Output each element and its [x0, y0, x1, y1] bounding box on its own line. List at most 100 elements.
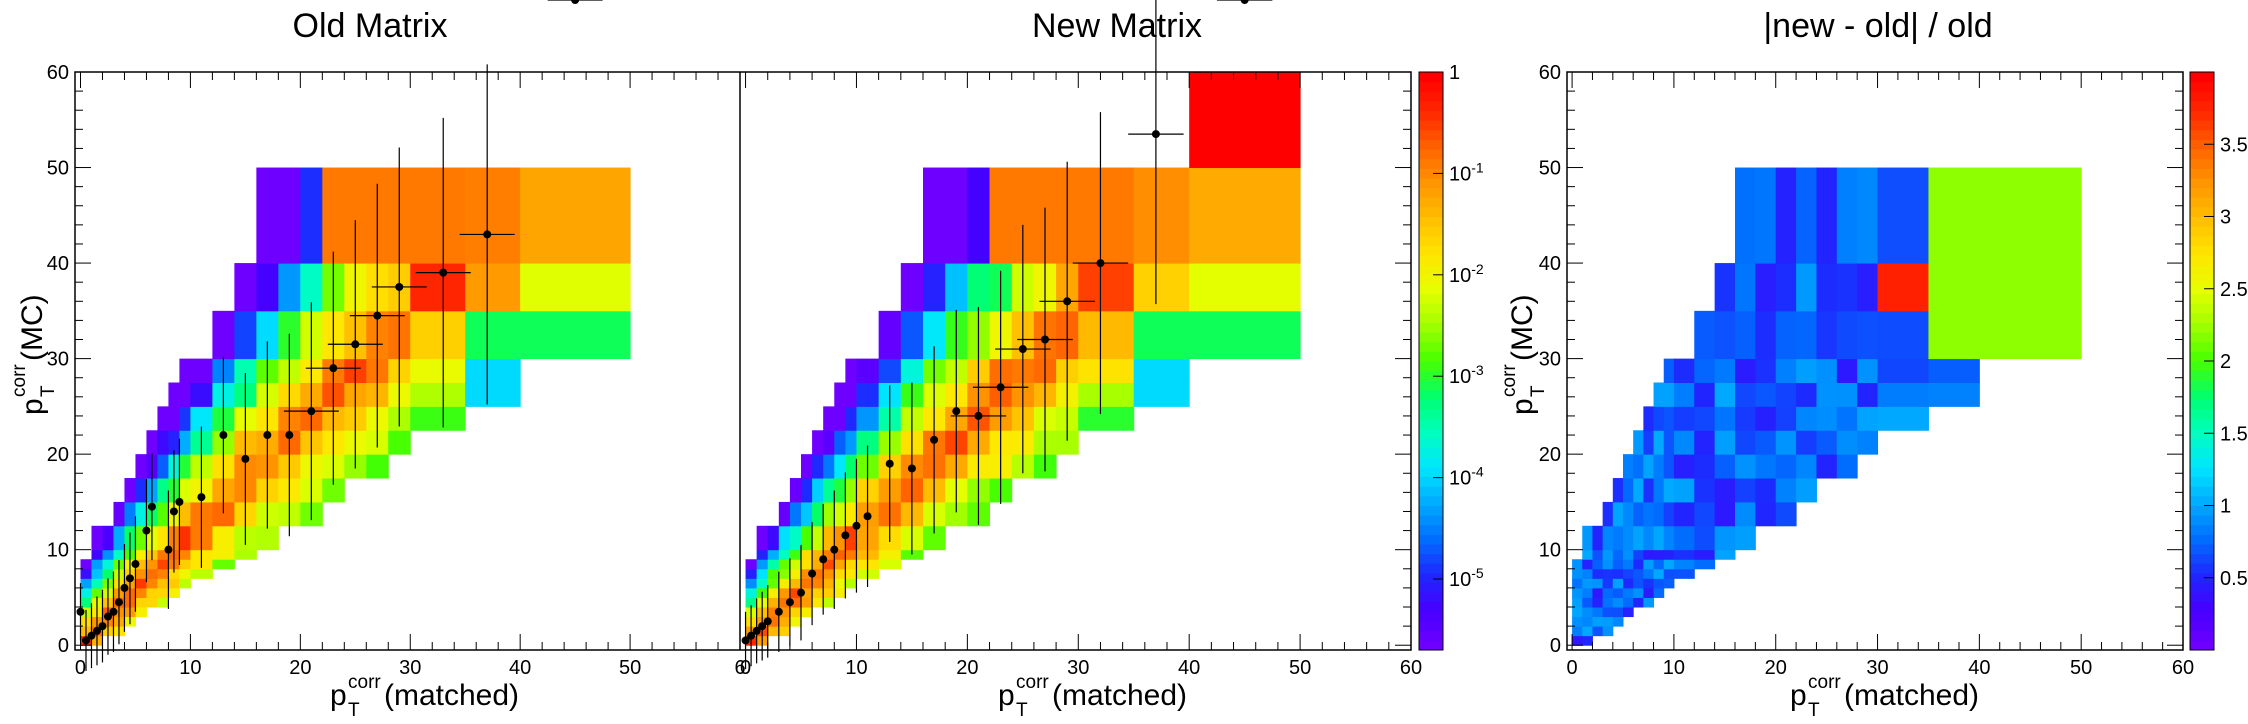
- colorbar-band: [1419, 630, 1443, 641]
- heatmap-cell: [1755, 406, 1777, 431]
- heatmap-cell: [1755, 501, 1777, 527]
- heatmap-cell: [1673, 501, 1695, 527]
- colorbar-band: [2190, 418, 2214, 429]
- heatmap-cell: [1796, 382, 1817, 407]
- heatmap-cell: [1653, 406, 1665, 431]
- profile-point: [841, 531, 850, 540]
- colorbar-band: [2190, 91, 2214, 102]
- heatmap-cell: [1735, 263, 1756, 312]
- heatmap-cell: [1582, 587, 1593, 598]
- heatmap-cell: [366, 454, 389, 479]
- heatmap-cell: [135, 568, 147, 579]
- profile-point: [373, 311, 382, 320]
- heatmap-cell: [1623, 578, 1634, 589]
- heatmap-cell: [967, 167, 991, 264]
- colorbar-band: [2190, 110, 2214, 121]
- colorbar-band: [2190, 303, 2214, 314]
- heatmap-cell: [1735, 310, 1756, 360]
- heatmap-cell: [1714, 454, 1736, 479]
- heatmap-cell: [1928, 167, 1980, 264]
- heatmap-cell: [1582, 568, 1593, 579]
- heatmap-cell: [1979, 263, 2082, 312]
- heatmap-cell: [1572, 616, 1583, 627]
- x-tick-label: 50: [1289, 657, 1311, 679]
- heatmap-cell: [190, 406, 213, 431]
- svg-text:p: p: [1506, 398, 1539, 415]
- plot-frame-right: [1566, 71, 2184, 651]
- heatmap-cell: [1582, 578, 1593, 589]
- svg-text:corr: corr: [1808, 672, 1841, 693]
- profile-point: [930, 435, 939, 444]
- x-tick-label: 0: [75, 657, 86, 679]
- heatmap-cell: [168, 587, 180, 598]
- profile-point: [996, 383, 1005, 392]
- heatmap-cell: [1592, 525, 1604, 551]
- colorbar-band: [1419, 139, 1443, 150]
- heatmap-cell: [834, 568, 846, 579]
- heatmap-cell: [179, 382, 191, 407]
- heatmap-cell: [179, 501, 191, 527]
- heatmap-cell: [1056, 430, 1079, 455]
- heatmap-cell: [256, 525, 279, 551]
- colorbar-band: [2190, 582, 2214, 593]
- heatmap-cell: [1663, 501, 1675, 527]
- heatmap-cell: [1857, 430, 1879, 455]
- heatmap-cell: [1643, 578, 1655, 589]
- colorbar-band: [2190, 283, 2214, 295]
- heatmap-cell: [168, 406, 180, 431]
- heatmap-cell: [923, 525, 946, 551]
- heatmap-cell: [1612, 587, 1624, 598]
- heatmap-cell: [234, 549, 257, 560]
- profile-point: [1151, 130, 1160, 139]
- heatmap-cell: [1612, 525, 1624, 551]
- heatmap-cell: [1612, 559, 1624, 570]
- colorbar-band: [2190, 611, 2214, 622]
- heatmap-cell: [778, 616, 791, 627]
- heatmap-cell: [812, 578, 824, 589]
- heatmap-cell: [767, 525, 780, 551]
- colorbar-tick-label: 10-3: [1449, 362, 1484, 388]
- heatmap-cell: [1078, 406, 1135, 431]
- colorbar-band: [2190, 168, 2214, 179]
- heatmap-cell: [300, 167, 323, 264]
- svg-text:(matched): (matched): [1052, 679, 1187, 712]
- heatmap-cell: [1592, 616, 1604, 627]
- heatmap-cell: [812, 559, 824, 570]
- heatmap-cell: [767, 549, 780, 560]
- heatmap-cell: [113, 525, 125, 551]
- colorbar-band: [2190, 428, 2214, 439]
- colorbar-band: [1419, 100, 1443, 112]
- colorbar-band: [1419, 466, 1443, 478]
- heatmap-cell: [1673, 568, 1695, 579]
- heatmap-cell: [1755, 310, 1777, 360]
- colorbar-band: [2190, 351, 2214, 362]
- colorbar-band: [2190, 505, 2214, 516]
- heatmap-cell: [80, 578, 92, 589]
- heatmap-cell: [124, 501, 136, 527]
- heatmap-cell: [1602, 559, 1614, 570]
- heatmap-cell: [778, 587, 791, 598]
- heatmap-cell: [767, 568, 780, 579]
- heatmap-cell: [1735, 478, 1756, 503]
- heatmap-cell: [1735, 501, 1756, 527]
- x-tick-label: 10: [845, 657, 867, 679]
- colorbar-band: [2190, 563, 2214, 574]
- colorbar-band: [2190, 534, 2214, 545]
- heatmap-cell: [1133, 310, 1190, 360]
- heatmap-cell: [1612, 568, 1624, 579]
- heatmap-cell: [135, 525, 147, 551]
- heatmap-cell: [212, 559, 235, 570]
- heatmap-cell: [1572, 635, 1583, 646]
- heatmap-cell: [1602, 626, 1614, 637]
- y-axis-label-right: p corr T (MC): [1499, 294, 1549, 415]
- heatmap-cell: [1643, 568, 1655, 579]
- colorbar-band: [2190, 630, 2214, 641]
- heatmap-cell: [1694, 559, 1716, 570]
- colorbar-band: [2190, 139, 2214, 150]
- colorbar-band: [1419, 216, 1443, 227]
- heatmap-cell: [157, 478, 169, 503]
- heatmap-cell: [1653, 382, 1665, 407]
- profile-point: [197, 493, 206, 502]
- heatmap-cell: [157, 597, 169, 608]
